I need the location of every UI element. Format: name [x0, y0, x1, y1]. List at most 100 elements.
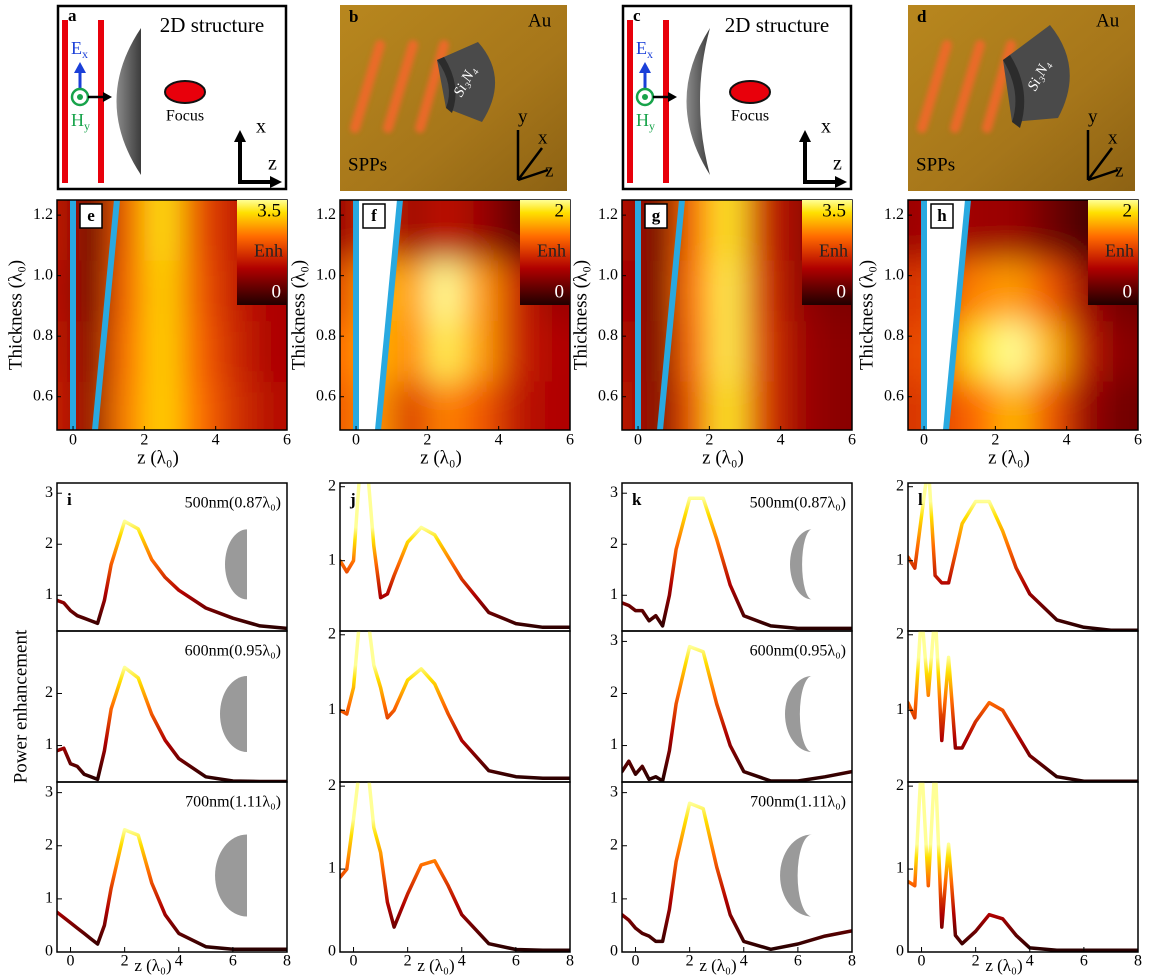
x-axis-label: z (λ₀): [137, 447, 179, 468]
y-tick-label: 3: [610, 783, 618, 800]
e-field-label: Ex: [71, 38, 88, 61]
x-tick-label: 2: [686, 953, 694, 970]
y-tick-label: 0.8: [316, 327, 336, 344]
line-area: [340, 782, 570, 952]
heatmap-cell: [995, 200, 1032, 261]
arrow-head: [103, 92, 112, 102]
lens-edge: [943, 200, 971, 430]
line-area: [908, 782, 1138, 952]
axes-3d: [516, 130, 549, 182]
lens-edge: [375, 200, 403, 430]
heatmap-area: [340, 200, 570, 430]
x-tick-label: 2: [423, 432, 431, 449]
y-tick-label: 1: [45, 736, 53, 753]
axis-label: z: [268, 153, 277, 175]
x-tick-label: 6: [229, 953, 237, 970]
lens-icon: [225, 529, 247, 600]
y-tick-label: 2: [328, 477, 336, 494]
e-sub: x: [82, 47, 88, 61]
lens-side: [437, 57, 456, 113]
axis-label: y: [518, 106, 528, 127]
y-axis-label: Thickness (λ₀): [5, 260, 26, 370]
grating-bar: [62, 20, 68, 183]
heatmap-cell: [534, 381, 570, 430]
y-tick-label: 0.6: [316, 387, 336, 404]
x-axis-label: z (λ₀): [985, 956, 1022, 975]
arrow-head: [835, 176, 847, 188]
data-line: [908, 483, 1138, 631]
x-tick-label: 6: [283, 432, 291, 449]
h-sub: y: [649, 119, 655, 133]
heatmap-cell: [463, 381, 499, 430]
x-tick-label: 6: [848, 432, 856, 449]
data-line: [57, 519, 287, 631]
heatmap-cell: [427, 200, 464, 261]
x-tick-label: 6: [1134, 432, 1142, 449]
x-tick-label: 0: [632, 953, 640, 970]
line-area: [908, 631, 1138, 782]
heatmap: f 0 2 Enh 0.6 0.8 1.0 1.2 0 2 4 6 z (λ₀) Thickness (λ…: [288, 199, 574, 468]
x-axis-label: z (λ₀): [134, 956, 171, 975]
y-tick-label: 2: [45, 836, 53, 853]
heatmap-cell: [391, 260, 428, 322]
axis-label: z: [833, 153, 842, 175]
panel-title: 2D structure: [725, 13, 829, 37]
heatmap-cell: [1066, 381, 1103, 430]
x-tick-label: 8: [848, 953, 856, 970]
heatmap-cell: [463, 321, 499, 382]
line-subplot: 1 2 600nm(0.95λ₀) Power enhancement: [10, 629, 288, 783]
heatmap-cell: [995, 381, 1032, 430]
y-tick-label: 2: [896, 777, 904, 794]
spp-stripe: [350, 40, 385, 133]
grating-bar: [663, 20, 669, 183]
arrow-head: [799, 130, 811, 142]
axis-label: x: [538, 127, 548, 148]
heatmap-cell: [959, 381, 996, 430]
line-area: [908, 483, 1138, 631]
x-tick-label: 2: [991, 432, 999, 449]
heatmap-cell: [1031, 381, 1067, 430]
heatmap-cell: [745, 381, 781, 430]
x-tick-label: 4: [1063, 432, 1071, 449]
y-tick-label: 1.2: [884, 206, 904, 223]
lens-icon: [215, 834, 247, 917]
arrow-head: [639, 62, 651, 73]
x-tick-label: 0: [634, 432, 642, 449]
panel-label: b: [349, 7, 358, 26]
heatmap: e 0 3.5 Enh 0.6 0.8 1.0 1.2 0 2 4 6 z (λ₀) Thickness …: [5, 199, 291, 468]
line-area: [622, 644, 852, 782]
material-label: Au: [528, 10, 552, 31]
focus-label: Focus: [731, 108, 769, 125]
y-tick-label: 1.2: [33, 206, 53, 223]
line-subplot: 0 1 2 3 0 2 4 6 8 z (λ₀) 700nm(1.11λ₀): [610, 781, 856, 975]
arrow-head: [74, 62, 86, 73]
x-tick-label: 8: [1134, 953, 1142, 970]
panel-label: k: [632, 490, 642, 509]
colorbar-label: Enh: [819, 241, 848, 261]
thickness-annotation: 600nm(0.95λ₀): [185, 643, 281, 660]
y-tick-label: 0.6: [598, 387, 618, 404]
colorbar: [802, 200, 852, 305]
x-tick-label: 4: [1026, 953, 1034, 970]
heatmap-cell: [180, 381, 216, 430]
y-axis-label: Thickness (λ₀): [570, 260, 591, 370]
axis-arrow: [1087, 168, 1119, 182]
heatmap-cell: [673, 260, 710, 322]
e-main: E: [636, 38, 647, 58]
y-tick-label: 1: [896, 551, 904, 568]
e-sub: x: [647, 47, 653, 61]
lens-icon: [780, 834, 812, 917]
axis-arrow: [517, 147, 543, 181]
thickness-annotation: 700nm(1.11λ₀): [750, 794, 846, 811]
x-axis-label: z (λ₀): [702, 447, 744, 468]
heatmap-cell: [251, 381, 287, 430]
heatmap: g 0 3.5 Enh 0.6 0.8 1.0 1.2 0 2 4 6 z (λ₀) Thickness …: [570, 199, 856, 468]
heatmap-cell: [995, 321, 1032, 382]
heatmap-cell: [534, 321, 570, 382]
panel-title: 2D structure: [160, 13, 264, 37]
line-subplot: 1 2 3 k 500nm(0.87λ₀): [610, 482, 853, 632]
colorbar-label: Enh: [254, 241, 283, 261]
h-main: H: [71, 110, 84, 130]
line-area: [57, 828, 287, 952]
